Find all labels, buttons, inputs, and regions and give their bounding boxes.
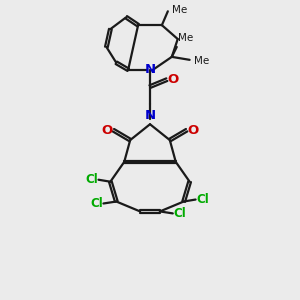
Text: Me: Me (178, 33, 193, 43)
Text: Cl: Cl (173, 207, 186, 220)
Text: N: N (144, 63, 156, 76)
Text: O: O (101, 124, 112, 137)
Text: O: O (188, 124, 199, 137)
Text: Cl: Cl (196, 193, 209, 206)
Text: O: O (168, 73, 179, 86)
Text: Cl: Cl (90, 197, 103, 210)
Text: Me: Me (194, 56, 209, 66)
Text: Cl: Cl (85, 173, 98, 186)
Text: Me: Me (172, 5, 187, 15)
Text: N: N (144, 109, 156, 122)
